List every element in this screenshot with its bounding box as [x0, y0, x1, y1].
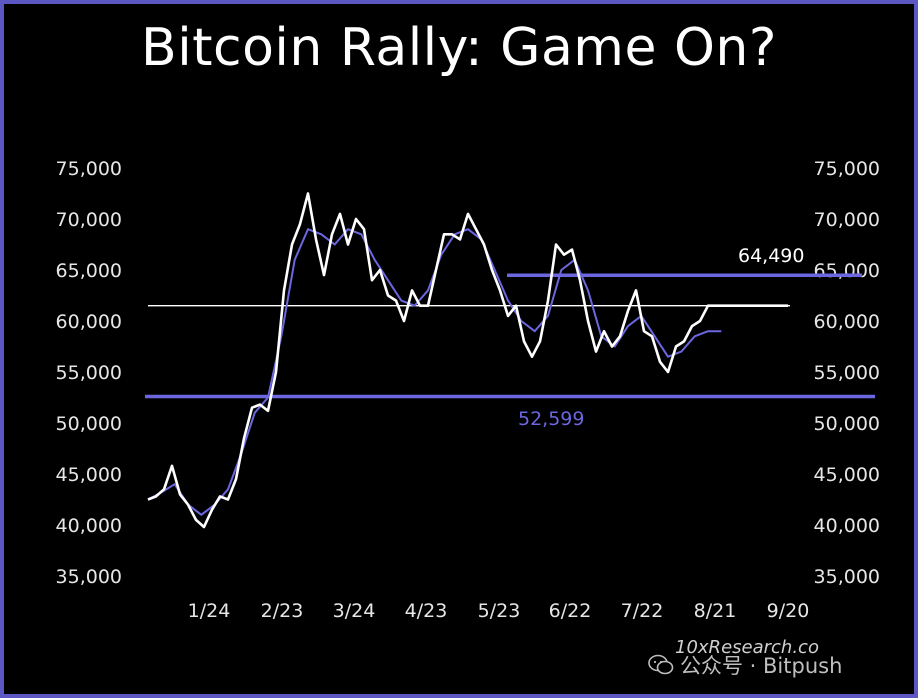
y-tick-left: 65,000 — [56, 260, 122, 282]
x-tick: 7/22 — [621, 600, 664, 622]
chart-background — [4, 4, 914, 694]
support-label: 52,599 — [518, 408, 584, 430]
resistance-label: 64,490 — [738, 245, 804, 267]
y-tick-left: 60,000 — [56, 311, 122, 333]
y-tick-right: 45,000 — [814, 464, 880, 486]
x-tick: 2/23 — [261, 600, 304, 622]
y-tick-right: 50,000 — [814, 413, 880, 435]
x-tick: 1/24 — [188, 600, 231, 622]
wechat-badge: 公众号 · Bitpush — [648, 650, 842, 680]
y-tick-left: 45,000 — [56, 464, 122, 486]
x-tick: 5/23 — [478, 600, 521, 622]
chart-title: Bitcoin Rally: Game On? — [141, 18, 777, 78]
y-tick-right: 70,000 — [814, 209, 880, 231]
wechat-label: 公众号 · Bitpush — [680, 654, 843, 678]
x-tick: 8/21 — [694, 600, 737, 622]
y-tick-left: 75,000 — [56, 158, 122, 180]
x-tick: 3/24 — [333, 600, 376, 622]
x-tick: 4/23 — [405, 600, 448, 622]
x-axis: 1/24 2/23 3/24 4/23 5/23 6/22 7/22 8/21 9/20 — [188, 600, 810, 622]
x-tick: 9/20 — [767, 600, 810, 622]
y-tick-left: 35,000 — [56, 566, 122, 588]
annotations: 64,490 52,599 — [518, 245, 804, 430]
y-tick-right: 55,000 — [814, 362, 880, 384]
y-tick-right: 65,000 — [814, 260, 880, 282]
y-tick-left: 50,000 — [56, 413, 122, 435]
reference-lines — [145, 273, 875, 399]
wechat-icon — [648, 654, 674, 675]
price-series-line — [147, 192, 788, 529]
x-tick: 6/22 — [549, 600, 592, 622]
y-tick-right: 75,000 — [814, 158, 880, 180]
y-tick-right: 40,000 — [814, 515, 880, 537]
y-axis-left: 75,000 70,000 65,000 60,000 55,000 50,000 45,0… — [56, 158, 122, 588]
y-tick-left: 40,000 — [56, 515, 122, 537]
y-tick-left: 55,000 — [56, 362, 122, 384]
watermark: 10xResearch.co — [675, 637, 819, 658]
y-axis-right: 75,000 70,000 65,000 60,000 55,000 50,000 45,0… — [814, 158, 880, 588]
y-tick-left: 70,000 — [56, 209, 122, 231]
series-lines — [147, 192, 788, 529]
y-tick-right: 60,000 — [814, 311, 880, 333]
y-tick-right: 35,000 — [814, 566, 880, 588]
